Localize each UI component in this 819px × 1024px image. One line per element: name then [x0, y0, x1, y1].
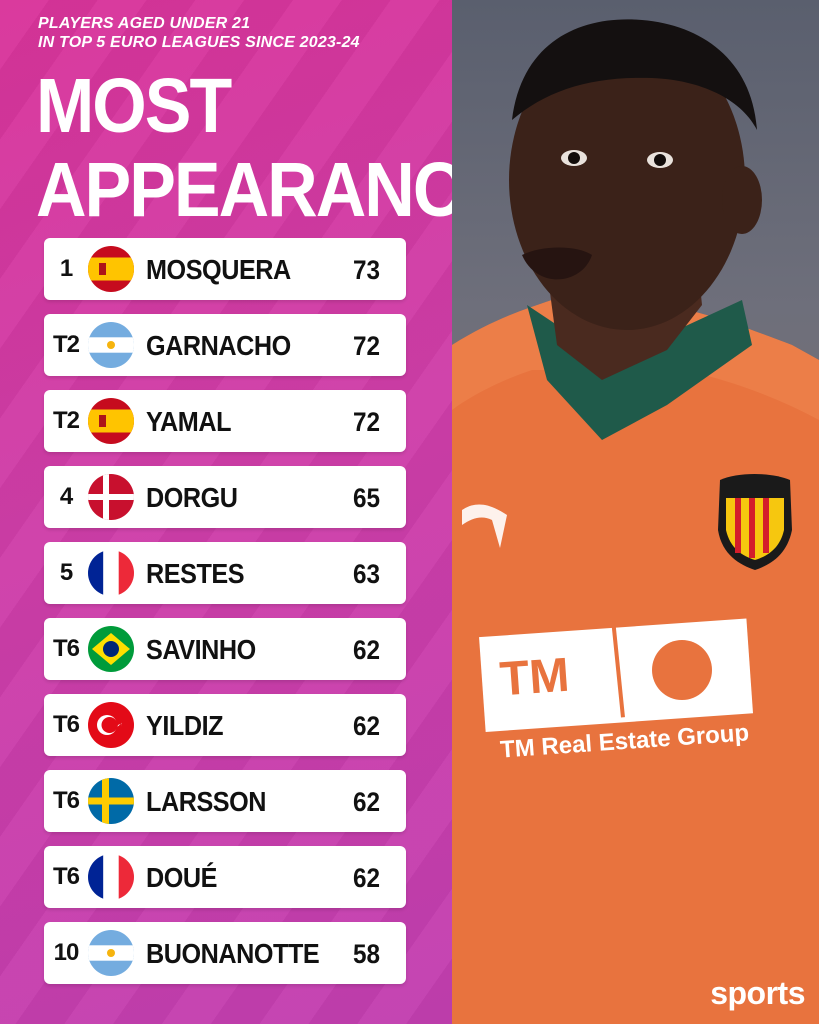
appearances-count: 58 [352, 939, 380, 969]
argentina-flag-icon [88, 930, 134, 976]
rank: T6 [52, 711, 80, 738]
player-name: YILDIZ [146, 710, 224, 741]
sponsor-logo: TM [498, 648, 572, 707]
rank: T6 [52, 863, 80, 890]
valencia-crest-icon [718, 474, 792, 570]
player-name: YAMAL [146, 406, 232, 437]
france-flag-icon [88, 854, 134, 900]
argentina-flag-icon [88, 322, 134, 368]
ranking-row: T6 YILDIZ 62 [44, 694, 406, 756]
appearances-count: 62 [352, 711, 380, 741]
rank: T2 [52, 331, 80, 358]
player-name: MOSQUERA [146, 254, 291, 285]
ranking-row: T2 YAMAL 72 [44, 390, 406, 452]
subtitle-line-2: IN TOP 5 EURO LEAGUES SINCE 2023-24 [38, 34, 360, 51]
title-line-1: MOST [36, 62, 232, 149]
rank: 10 [53, 939, 80, 966]
brazil-flag-icon [88, 626, 134, 672]
player-photo: TM TM Real Estate Group sports [452, 0, 819, 1024]
france-flag-icon [88, 550, 134, 596]
ranking-row: T6 LARSSON 62 [44, 770, 406, 832]
rank: T6 [52, 635, 80, 662]
appearances-count: 62 [352, 635, 380, 665]
player-illustration [452, 19, 819, 1024]
spain-flag-icon [88, 398, 134, 444]
rank: T2 [52, 407, 80, 434]
ranking-row: T2 GARNACHO 72 [44, 314, 406, 376]
subtitle-line-1: PLAYERS AGED UNDER 21 [38, 15, 251, 32]
player-name: LARSSON [146, 786, 267, 817]
ranking-row: 10 BUONANOTTE 58 [44, 922, 406, 984]
ranking-row: 5 RESTES 63 [44, 542, 406, 604]
rank: 5 [59, 559, 73, 586]
sweden-flag-icon [88, 778, 134, 824]
spain-flag-icon [88, 246, 134, 292]
rank: 4 [59, 483, 73, 510]
subtitle: PLAYERS AGED UNDER 21 IN TOP 5 EURO LEAG… [38, 14, 438, 52]
appearances-count: 63 [352, 559, 380, 589]
player-name: BUONANOTTE [146, 938, 320, 969]
rank: 1 [59, 255, 73, 282]
player-name: RESTES [146, 558, 245, 589]
ranking-row: 1 MOSQUERA 73 [44, 238, 406, 300]
player-name: SAVINHO [146, 634, 256, 665]
player-name: DORGU [146, 482, 238, 513]
ranking-list: 1 MOSQUERA 73 T2 GARNACHO 72 T2 YAMAL 72… [44, 238, 406, 998]
appearances-count: 73 [352, 255, 380, 285]
rank: T6 [52, 787, 80, 814]
appearances-count: 72 [352, 331, 380, 361]
ranking-row: 4 DORGU 65 [44, 466, 406, 528]
denmark-flag-icon [88, 474, 134, 520]
player-name: GARNACHO [146, 330, 291, 361]
appearances-count: 62 [352, 863, 380, 893]
brand-logo: sports [710, 975, 805, 1011]
appearances-count: 72 [352, 407, 380, 437]
ranking-row: T6 DOUÉ 62 [44, 846, 406, 908]
left-panel: PLAYERS AGED UNDER 21 IN TOP 5 EURO LEAG… [0, 0, 452, 1024]
turkey-flag-icon [88, 702, 134, 748]
ranking-row: T6 SAVINHO 62 [44, 618, 406, 680]
appearances-count: 65 [352, 483, 380, 513]
appearances-count: 62 [352, 787, 380, 817]
player-name: DOUÉ [146, 862, 218, 893]
